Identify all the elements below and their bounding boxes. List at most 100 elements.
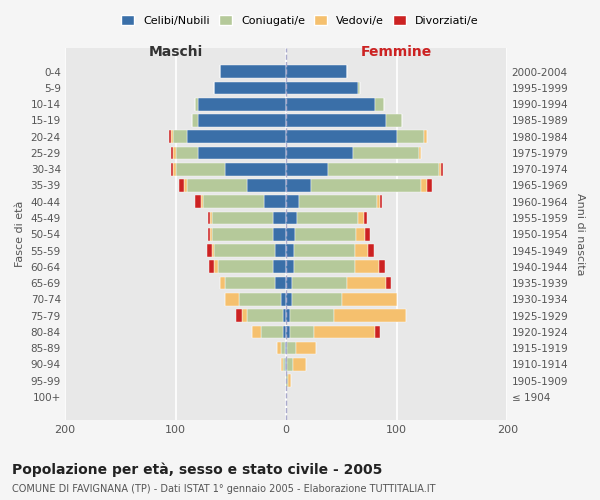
Legend: Celibi/Nubili, Coniugati/e, Vedovi/e, Divorziati/e: Celibi/Nubili, Coniugati/e, Vedovi/e, Di… bbox=[117, 10, 483, 30]
Bar bbox=[286, 326, 290, 338]
Bar bbox=[286, 212, 297, 224]
Bar bbox=[196, 98, 198, 110]
Bar bbox=[374, 98, 383, 110]
Bar bbox=[286, 374, 289, 387]
Bar bbox=[286, 309, 290, 322]
Text: COMUNE DI FAVIGNANA (TP) - Dati ISTAT 1° gennaio 2005 - Elaborazione TUTTITALIA.: COMUNE DI FAVIGNANA (TP) - Dati ISTAT 1°… bbox=[12, 484, 436, 494]
Bar bbox=[441, 163, 443, 175]
Bar bbox=[198, 98, 286, 110]
Bar bbox=[419, 146, 421, 160]
Bar bbox=[208, 228, 210, 240]
Bar bbox=[208, 212, 210, 224]
Bar bbox=[218, 260, 273, 273]
Bar bbox=[212, 244, 214, 257]
Bar bbox=[210, 212, 212, 224]
Bar bbox=[273, 228, 286, 240]
Bar bbox=[358, 82, 361, 94]
Bar bbox=[292, 276, 347, 289]
Bar bbox=[214, 260, 218, 273]
Bar bbox=[179, 179, 184, 192]
Bar bbox=[297, 212, 358, 224]
Bar bbox=[171, 146, 173, 160]
Bar bbox=[275, 276, 286, 289]
Bar bbox=[397, 130, 424, 143]
Bar bbox=[299, 196, 377, 208]
Bar bbox=[364, 212, 367, 224]
Bar bbox=[173, 163, 176, 175]
Bar bbox=[198, 146, 286, 160]
Bar bbox=[386, 114, 403, 127]
Bar bbox=[286, 163, 328, 175]
Bar bbox=[377, 196, 380, 208]
Bar bbox=[358, 212, 364, 224]
Bar bbox=[286, 98, 374, 110]
Bar bbox=[285, 342, 286, 354]
Bar bbox=[212, 228, 273, 240]
Bar bbox=[212, 212, 273, 224]
Bar bbox=[264, 196, 286, 208]
Bar bbox=[203, 196, 264, 208]
Bar bbox=[247, 179, 286, 192]
Bar bbox=[283, 326, 286, 338]
Bar bbox=[281, 342, 285, 354]
Bar bbox=[226, 163, 286, 175]
Bar bbox=[294, 244, 355, 257]
Bar bbox=[286, 66, 347, 78]
Bar bbox=[290, 326, 314, 338]
Bar bbox=[286, 358, 287, 370]
Bar bbox=[286, 228, 295, 240]
Bar bbox=[171, 130, 173, 143]
Bar bbox=[379, 260, 385, 273]
Bar bbox=[281, 293, 286, 306]
Bar bbox=[286, 196, 299, 208]
Bar bbox=[311, 179, 421, 192]
Bar bbox=[220, 276, 226, 289]
Bar bbox=[286, 244, 294, 257]
Text: Popolazione per età, sesso e stato civile - 2005: Popolazione per età, sesso e stato civil… bbox=[12, 462, 382, 477]
Bar bbox=[214, 82, 286, 94]
Bar bbox=[292, 293, 341, 306]
Bar bbox=[273, 260, 286, 273]
Bar bbox=[286, 276, 292, 289]
Bar bbox=[368, 244, 374, 257]
Bar bbox=[289, 374, 290, 387]
Bar bbox=[295, 228, 356, 240]
Bar bbox=[296, 342, 316, 354]
Bar bbox=[293, 358, 306, 370]
Bar bbox=[290, 309, 334, 322]
Bar bbox=[196, 196, 201, 208]
Bar bbox=[386, 276, 391, 289]
Bar bbox=[356, 228, 365, 240]
Bar bbox=[210, 228, 212, 240]
Bar bbox=[374, 326, 380, 338]
Bar bbox=[283, 309, 286, 322]
Bar bbox=[286, 293, 292, 306]
Bar bbox=[176, 163, 226, 175]
Bar bbox=[427, 179, 432, 192]
Bar bbox=[171, 163, 173, 175]
Bar bbox=[355, 260, 379, 273]
Bar bbox=[334, 309, 406, 322]
Bar bbox=[273, 212, 286, 224]
Bar bbox=[201, 196, 203, 208]
Bar bbox=[439, 163, 441, 175]
Bar bbox=[347, 276, 386, 289]
Bar bbox=[173, 130, 187, 143]
Bar bbox=[173, 146, 176, 160]
Bar bbox=[355, 244, 368, 257]
Bar bbox=[247, 309, 283, 322]
Bar bbox=[286, 146, 353, 160]
Bar bbox=[286, 260, 294, 273]
Bar bbox=[281, 358, 283, 370]
Y-axis label: Anni di nascita: Anni di nascita bbox=[575, 193, 585, 276]
Bar bbox=[286, 130, 397, 143]
Bar bbox=[169, 130, 171, 143]
Bar bbox=[184, 179, 187, 192]
Bar bbox=[206, 244, 212, 257]
Bar bbox=[226, 276, 275, 289]
Bar bbox=[198, 114, 286, 127]
Bar bbox=[252, 326, 261, 338]
Y-axis label: Fasce di età: Fasce di età bbox=[15, 201, 25, 268]
Bar bbox=[176, 146, 198, 160]
Bar bbox=[236, 309, 242, 322]
